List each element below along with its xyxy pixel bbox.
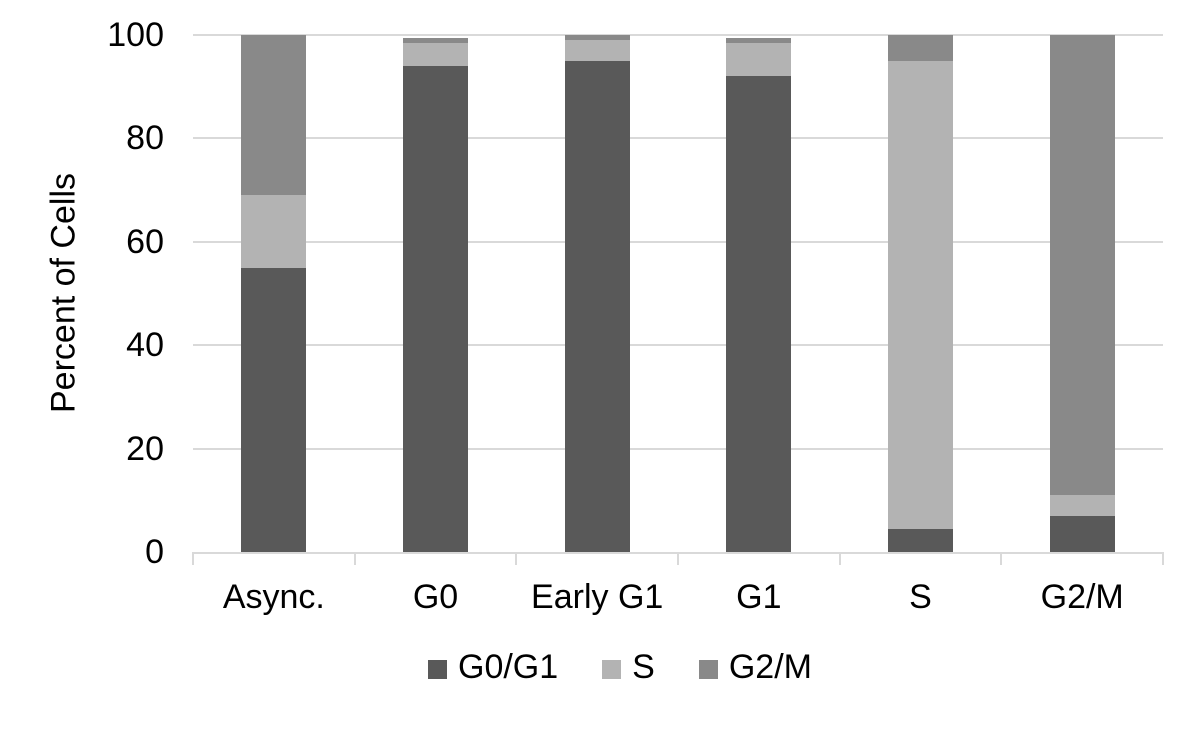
stacked-bar [403, 35, 468, 552]
bar-segment [888, 528, 954, 552]
bar-segment [726, 37, 792, 43]
legend-swatch [428, 660, 447, 679]
x-axis-tick [1000, 552, 1003, 565]
bar-segment [888, 60, 954, 529]
bar-slot [355, 35, 517, 552]
bar-segment [403, 66, 468, 552]
bar-slot [193, 35, 355, 552]
y-tick-label: 80 [126, 119, 164, 158]
x-tick-label: G1 [736, 578, 782, 616]
bar-slot [678, 35, 840, 552]
x-axis-tick [677, 552, 679, 565]
bar-segment [726, 76, 792, 552]
gridline [193, 34, 1163, 36]
gridline [193, 344, 1163, 347]
bar-segment [403, 42, 468, 67]
x-tick-label: G0 [412, 578, 459, 616]
stacked-bar [564, 35, 630, 552]
legend-label: S [632, 648, 655, 686]
x-tick-label: G2/M [1040, 578, 1124, 616]
bar-slot [840, 35, 1002, 552]
x-tick-label: S [909, 578, 932, 616]
y-axis-ticks: 0 20 40 60 80 100 [0, 18, 170, 569]
bar-segment [1049, 495, 1115, 516]
x-axis-tick [1162, 552, 1164, 565]
legend-item: G2/M [698, 648, 812, 687]
bar-segment [888, 35, 954, 61]
legend-label: G2/M [728, 648, 812, 686]
bar-segment [564, 60, 630, 552]
bar-segment [241, 35, 307, 196]
bar-slot [1001, 35, 1163, 552]
y-tick-label: 40 [126, 326, 164, 365]
y-tick-label: 20 [126, 429, 164, 468]
x-axis-tick [353, 552, 356, 565]
stacked-bar [726, 35, 792, 552]
legend-label: G0/G1 [458, 648, 559, 686]
stacked-bar [888, 35, 954, 552]
legend-swatch [602, 660, 622, 679]
bar-segment [726, 42, 792, 77]
bars-row [193, 35, 1163, 552]
gridline [193, 240, 1163, 243]
x-tick-label: Async. [222, 578, 325, 616]
stacked-bar [1049, 35, 1115, 552]
y-tick-label: 60 [126, 222, 164, 261]
legend-swatch [698, 660, 718, 679]
legend-item: G0/G1 [428, 648, 558, 687]
x-axis-tick [192, 552, 194, 565]
gridlines-layer [193, 34, 1163, 552]
plot-area [193, 34, 1163, 554]
bar-segment [564, 40, 630, 61]
bar-segment [1049, 515, 1115, 552]
gridline [193, 137, 1163, 140]
gridline [193, 447, 1163, 450]
bar-segment [1049, 35, 1115, 496]
x-axis-tick [838, 552, 841, 565]
x-axis-labels: Async. G0 Early G1 G1 S G2/M [193, 576, 1163, 618]
bar-slot [516, 35, 678, 552]
legend-item: S [602, 648, 655, 687]
bar-segment [241, 267, 307, 552]
y-tick-label: 100 [107, 16, 164, 54]
x-tick-label: Early G1 [531, 578, 664, 616]
x-axis-tick-marks [192, 552, 1164, 565]
x-axis-tick [515, 552, 518, 565]
bar-segment [241, 195, 307, 268]
bar-segment [403, 37, 468, 43]
y-tick-label: 0 [145, 533, 164, 571]
bar-segment [564, 35, 630, 41]
legend: G0/G1 S G2/M [0, 648, 1200, 687]
stacked-bar [241, 35, 307, 552]
